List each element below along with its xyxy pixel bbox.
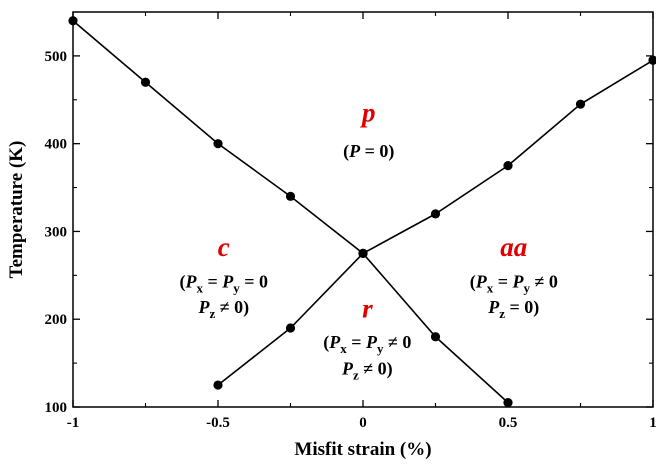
phase-name: r <box>362 293 373 323</box>
y-tick-label: 300 <box>45 224 68 240</box>
y-tick-label: 500 <box>45 49 68 65</box>
x-tick-label: 1 <box>649 415 656 431</box>
phase-condition: Pz ≠ 0) <box>197 297 249 321</box>
phase-label-r: r (Px = Py ≠ 0 Pz ≠ 0) <box>323 293 411 382</box>
x-tick-label: 0.5 <box>499 415 518 431</box>
phase-annotations: p(P = 0)c(Px = Py = 0Pz ≠ 0) r(Px = Py ≠ … <box>180 98 558 383</box>
series-line-1 <box>72 20 509 404</box>
y-tick-label: 200 <box>45 312 68 328</box>
data-point <box>575 99 586 109</box>
data-point <box>358 248 368 258</box>
data-point <box>213 380 223 390</box>
phase-label-p: p (P = 0) <box>343 98 394 162</box>
data-point <box>285 191 296 201</box>
y-tick-label: 400 <box>45 137 68 153</box>
data-point <box>430 332 441 342</box>
y-tick-label: 100 <box>45 400 68 416</box>
phase-condition: (Px = Py ≠ 0 <box>470 272 558 296</box>
series-markers <box>68 16 656 408</box>
data-point <box>648 55 656 65</box>
data-point <box>430 209 441 219</box>
y-axis-title: Temperature (K) <box>6 141 27 279</box>
x-tick-label: -0.5 <box>206 415 230 431</box>
tick-labels: -1 -0.5 0 0.5 1 100 200 300 400 500 <box>45 49 656 431</box>
data-point <box>140 77 151 87</box>
x-tick-label: 0 <box>359 415 367 431</box>
x-axis-title: Misfit strain (%) <box>294 439 431 460</box>
phase-name: aa <box>500 232 527 262</box>
data-point <box>213 139 223 149</box>
axis-ticks <box>72 12 654 408</box>
phase-condition: (Px = Py ≠ 0 <box>323 332 411 356</box>
phase-label-aa: aa (Px = Py ≠ 0Pz = 0) <box>470 232 558 321</box>
data-point <box>503 161 513 171</box>
phase-condition: (P = 0) <box>343 141 394 162</box>
phase-name: p <box>360 98 376 128</box>
x-tick-label: -1 <box>67 415 80 431</box>
phase-condition: Pz = 0) <box>487 297 539 321</box>
phase-name: c <box>218 232 230 262</box>
phase-condition: (Px = Py = 0 <box>180 272 269 296</box>
phase-condition: Pz ≠ 0) <box>341 359 393 383</box>
phase-label-c: c (Px = Py = 0Pz ≠ 0) <box>180 232 269 321</box>
data-point <box>285 323 296 333</box>
